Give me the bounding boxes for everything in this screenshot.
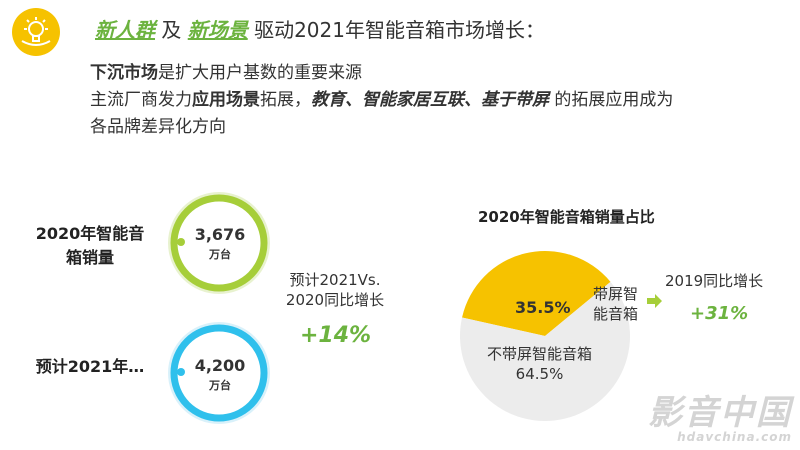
forecast-growth-label: 预计2021Vs. 2020同比增长 — [285, 271, 385, 309]
body-line-3: 各品牌差异化方向 — [90, 117, 226, 137]
yoy-growth-value: +31% — [690, 303, 749, 324]
watermark-logo-text: 影音中国 — [648, 393, 792, 433]
watermark: 影音中国 hdavchina.com — [648, 396, 792, 444]
headline-new-people: 新人群 — [95, 18, 155, 42]
label-2020-sales: 2020年智能音箱销量 — [35, 224, 145, 267]
ring-2021 — [170, 324, 268, 422]
value-2020: 3,676 — [194, 225, 246, 244]
pie-slice-nonscreen — [460, 281, 631, 421]
body-line-2-c: 拓展， — [260, 90, 311, 110]
unit-2020: 万台 — [209, 248, 231, 261]
screen-speaker-label: 带屏智能音箱 — [593, 285, 639, 323]
pie-label-screen-pct: 35.5% — [515, 298, 571, 317]
label-2021-forecast: 预计2021年… — [35, 357, 145, 376]
ring-2021-dot — [177, 368, 185, 376]
forecast-growth-value: +14% — [300, 323, 372, 348]
body-line-1-bold: 下沉市场 — [90, 63, 158, 83]
pie-label-nonscreen: 不带屏智能音箱 64.5% — [487, 345, 593, 383]
body-line-2-d: 教育、智能家居互联、基于带屏 — [311, 90, 549, 110]
unit-2021: 万台 — [209, 379, 231, 392]
body-line-2-e: 的拓展应用成为 — [549, 90, 674, 110]
body-line-1-rest: 是扩大用户基数的重要来源 — [158, 63, 362, 83]
body-line-2: 主流厂商发力应用场景拓展，教育、智能家居互联、基于带屏 的拓展应用成为 — [90, 85, 673, 110]
headline-and: 及 — [155, 18, 188, 42]
headline-rest: 驱动2021年智能音箱市场增长： — [247, 18, 545, 42]
lightbulb-icon — [12, 8, 60, 56]
body-line-2-a: 主流厂商发力 — [90, 90, 192, 110]
ring-2020 — [170, 194, 268, 292]
yoy-label: 2019同比增长 — [665, 272, 764, 290]
body-line-1: 下沉市场是扩大用户基数的重要来源 — [90, 58, 362, 83]
pie-slice-screen — [462, 250, 611, 336]
arrow-right-icon — [647, 294, 662, 308]
body-line-2-b: 应用场景 — [192, 90, 260, 110]
ring-2020-dot — [177, 238, 185, 246]
headline-new-scenes: 新场景 — [187, 18, 248, 42]
watermark-url: hdavchina.com — [677, 430, 792, 444]
pie-title: 2020年智能音箱销量占比 — [478, 208, 655, 226]
headline: 新人群 及 新场景 驱动2021年智能音箱市场增长： — [95, 14, 545, 43]
value-2021: 4,200 — [194, 356, 246, 375]
